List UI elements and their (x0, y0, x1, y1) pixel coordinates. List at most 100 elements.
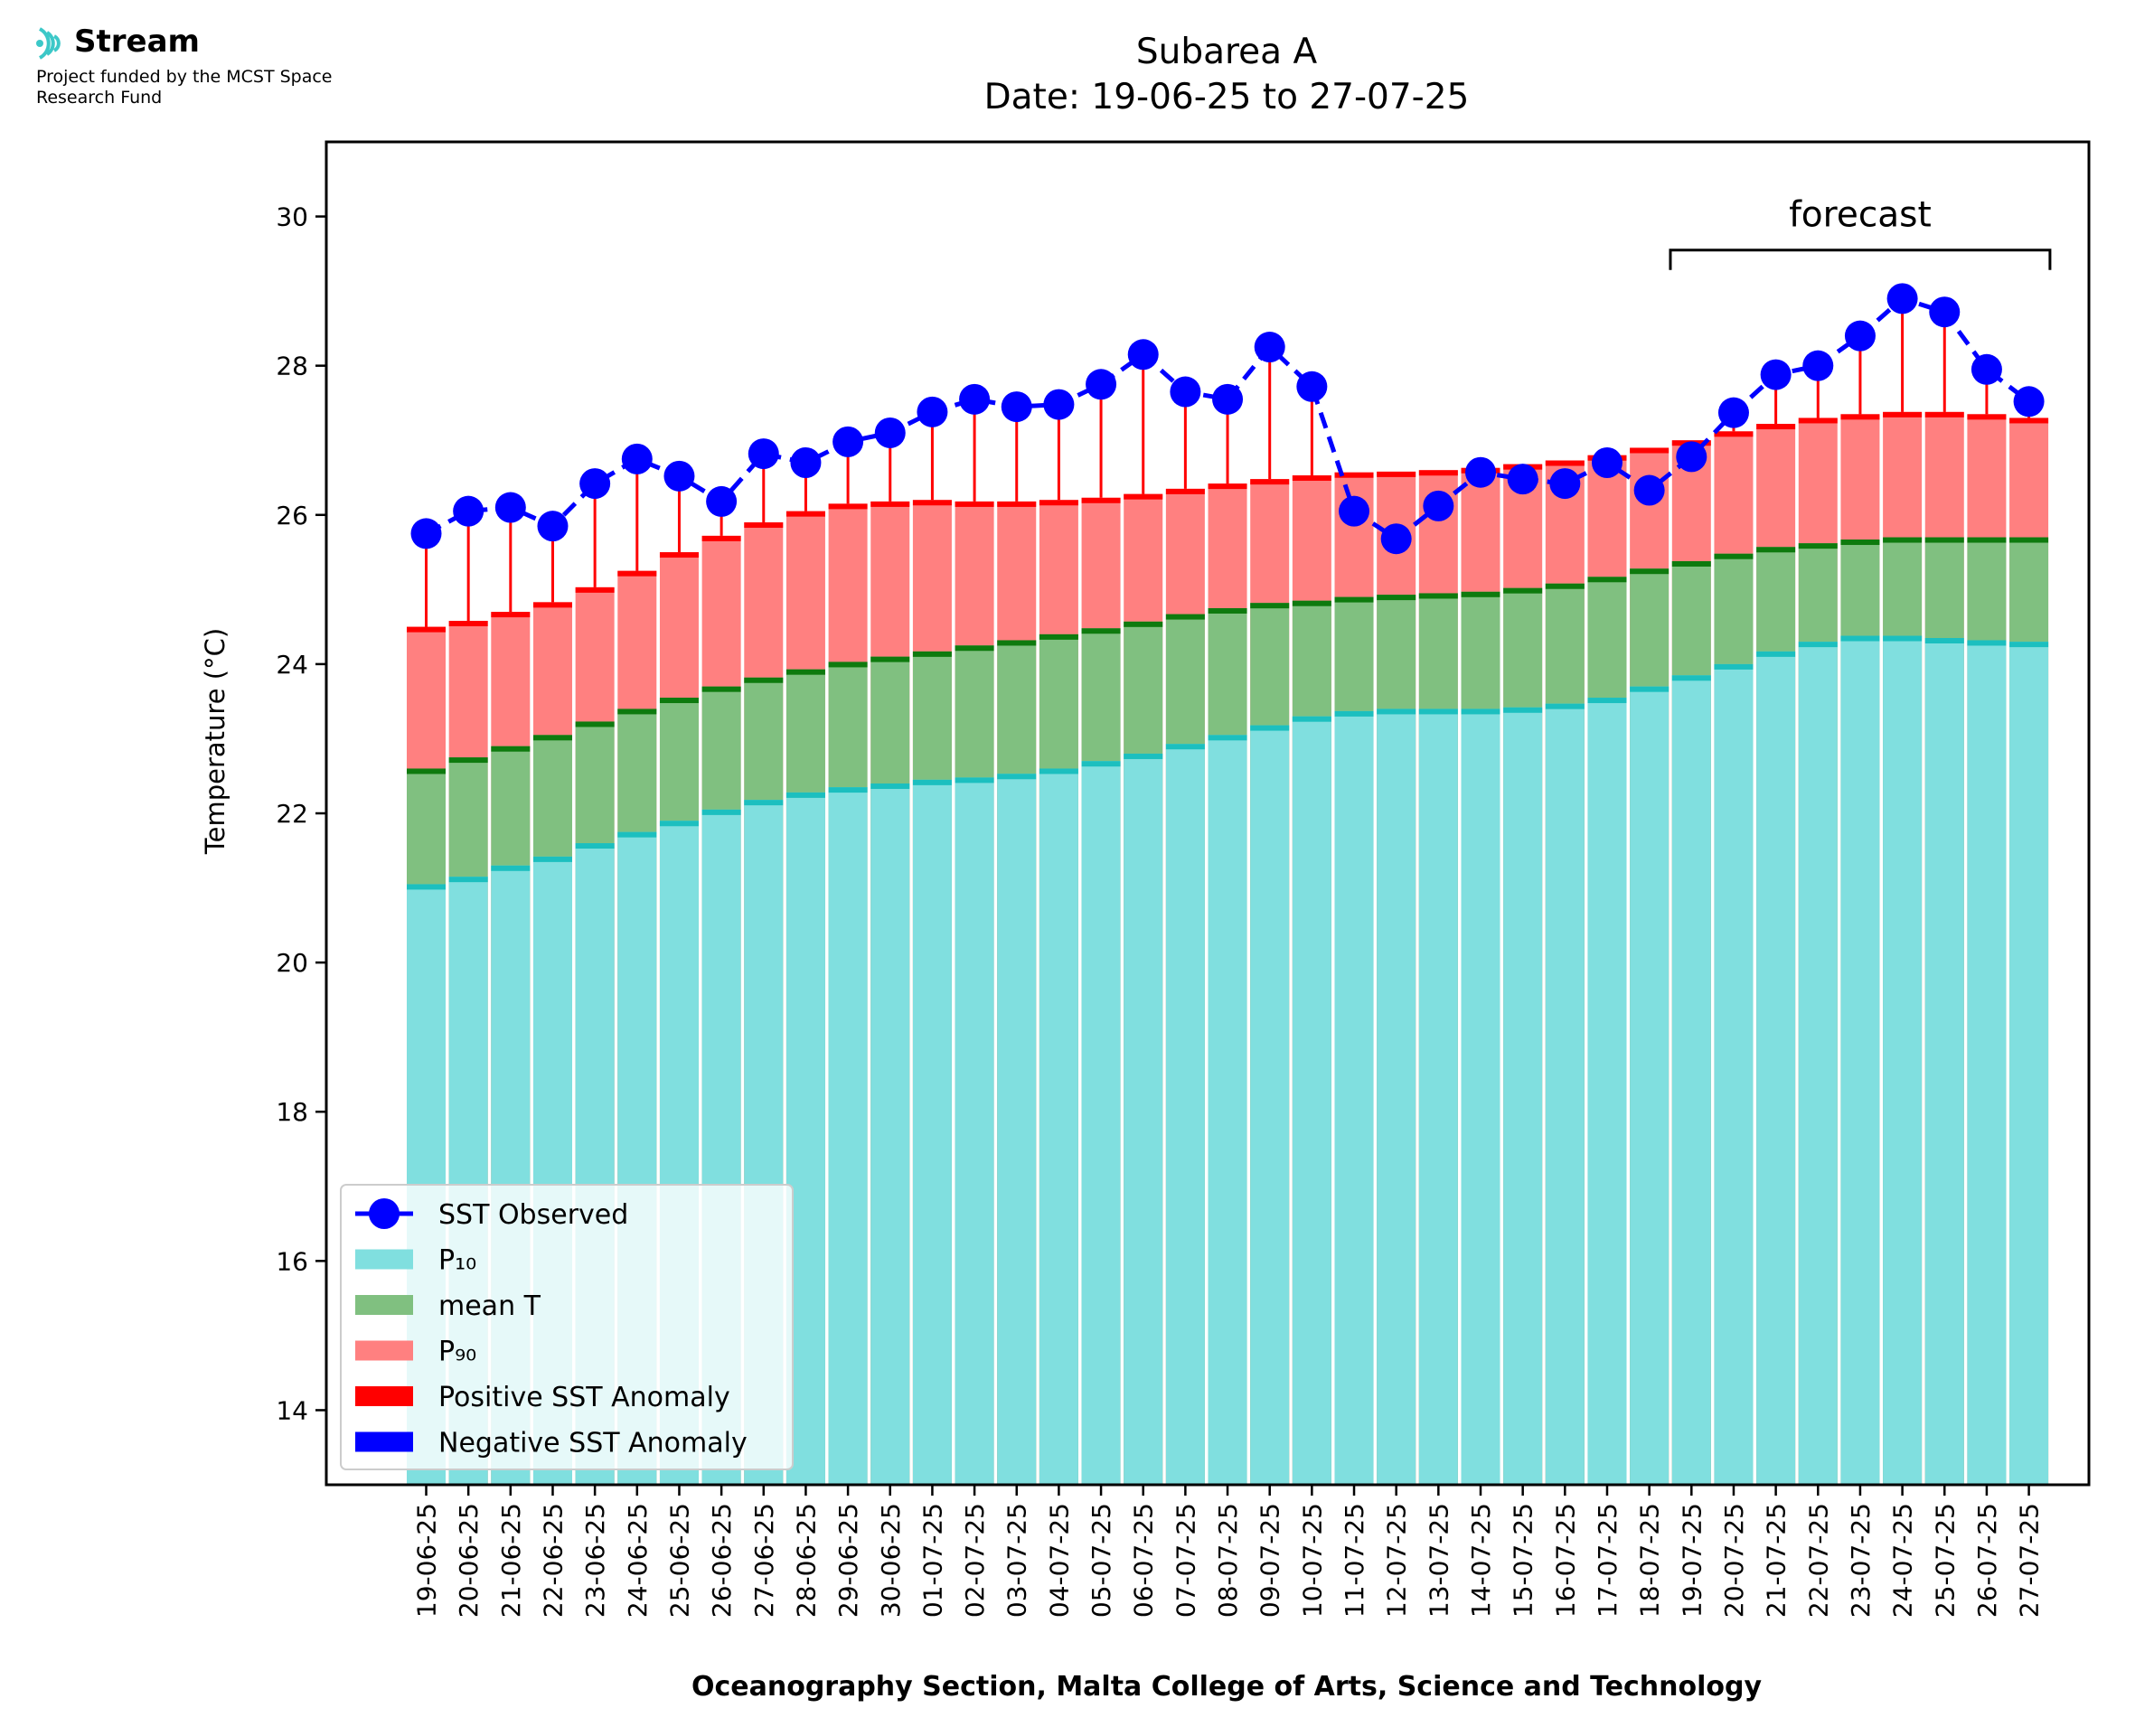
p90-bar-cap (1798, 418, 1838, 424)
p10-bar-cap (1165, 744, 1205, 750)
legend-marker-swatch (369, 1198, 400, 1229)
sst-observed-point (1633, 474, 1665, 506)
sst-observed-point (1423, 490, 1454, 521)
legend-patch-swatch (355, 1249, 413, 1270)
p10-bar (912, 779, 952, 1485)
legend-label: P₁₀ (438, 1245, 476, 1277)
y-tick-label: 14 (276, 1395, 308, 1425)
x-tick-label: 11-07-25 (1340, 1503, 1369, 1618)
mean-t-bar-cap (448, 757, 488, 764)
legend-entry: Negative SST Anomaly (355, 1428, 748, 1459)
sst-observed-point (1760, 359, 1792, 390)
mean-t-bar-cap (1671, 560, 1711, 567)
legend-box (340, 1184, 794, 1470)
p10-bar-cap (701, 809, 741, 815)
mean-t-bar-cap (1208, 607, 1247, 614)
x-tick-label: 20-07-25 (1719, 1503, 1749, 1618)
mean-t-bar-cap (955, 645, 994, 652)
p90-bar-cap (744, 522, 784, 529)
sst-observed-point (1591, 446, 1623, 478)
sst-observed-point (579, 468, 611, 500)
x-tick-label: 29-06-25 (833, 1503, 863, 1618)
mean-t-bar-cap (1124, 621, 1163, 627)
mean-t-bar-cap (491, 746, 531, 752)
mean-t-bar-cap (1377, 595, 1416, 601)
p90-bar-cap (1924, 411, 1964, 418)
sst-observed-point (832, 426, 864, 457)
sst-observed-point (453, 495, 484, 527)
x-tick-label: 25-07-25 (1930, 1503, 1960, 1618)
legend-entry: mean T (355, 1290, 541, 1322)
p90-bar-cap (2009, 418, 2049, 424)
p90-bar-cap (997, 501, 1037, 507)
y-tick-label: 16 (276, 1246, 308, 1276)
brand-name: Stream (74, 23, 200, 60)
mean-t-bar-cap (659, 698, 699, 704)
x-tick-label: 12-07-25 (1382, 1503, 1412, 1618)
mean-t-bar-cap (1924, 537, 1964, 543)
x-tick-label: 24-07-25 (1888, 1503, 1918, 1618)
x-tick-label: 15-07-25 (1509, 1503, 1538, 1618)
forecast-bracket (1669, 249, 2052, 270)
sst-observed-point (1465, 456, 1496, 488)
legend-label: P₉₀ (438, 1337, 476, 1368)
mean-t-bar-cap (1039, 633, 1078, 640)
mean-t-bar-cap (1714, 553, 1754, 559)
p10-bar (1883, 635, 1923, 1485)
sst-observed-point (1549, 468, 1581, 500)
p10-bar-cap (1208, 735, 1247, 741)
p90-bar-cap (1756, 424, 1796, 430)
p90-bar-cap (407, 626, 446, 633)
sst-observed-point (1043, 389, 1075, 420)
mean-t-bar-cap (997, 640, 1037, 646)
sst-observed-point (874, 417, 906, 448)
p10-bar (1967, 640, 2007, 1485)
y-tick-label: 28 (276, 352, 308, 381)
p10-bar-cap (1250, 725, 1290, 731)
sst-observed-point (1971, 353, 2002, 385)
mean-t-bar-cap (407, 768, 446, 774)
legend-entry: Positive SST Anomaly (355, 1382, 730, 1413)
x-tick-label: 05-07-25 (1086, 1503, 1116, 1618)
chart-subtitle: Date: 19-06-25 to 27-07-25 (984, 77, 1470, 117)
x-tick-label: 08-07-25 (1213, 1503, 1243, 1618)
chart-title: Subarea A (1136, 32, 1318, 72)
p90-bar-cap (1081, 497, 1121, 503)
forecast-annotation: forecast (1669, 195, 2052, 270)
p10-bar (1124, 753, 1163, 1485)
p90-bar-cap (617, 570, 657, 577)
sst-observed-point (621, 443, 653, 474)
x-tick-label: 21-06-25 (496, 1503, 526, 1618)
legend-label: SST Observed (438, 1199, 628, 1231)
x-axis-label: Oceanography Section, Malta College of A… (691, 1671, 1763, 1703)
sst-observed-point (1507, 464, 1538, 495)
mean-t-bar-cap (912, 651, 952, 657)
p10-bar-cap (1461, 708, 1500, 715)
p90-bar-cap (1545, 460, 1585, 466)
p90-bar-cap (1208, 483, 1247, 490)
legend-patch-swatch (355, 1431, 413, 1452)
p10-bar (828, 787, 868, 1485)
p10-bar (870, 783, 910, 1485)
p10-bar (997, 774, 1037, 1485)
y-tick-label: 22 (276, 799, 308, 829)
sst-observed-point (917, 396, 948, 427)
p10-bar (1292, 716, 1331, 1485)
mean-t-bar-cap (744, 677, 784, 683)
x-tick-label: 09-07-25 (1256, 1503, 1285, 1618)
mean-t-bar-cap (828, 662, 868, 668)
p90-bar-cap (1883, 411, 1923, 418)
legend-patch-swatch (355, 1340, 413, 1361)
mean-t-bar-cap (1250, 603, 1290, 609)
sst-observed-point (1802, 350, 1834, 381)
p10-bar-cap (1924, 637, 1964, 643)
y-tick-label: 18 (276, 1097, 308, 1127)
p90-bar-cap (1714, 431, 1754, 437)
sst-observed-point (410, 518, 442, 549)
p10-bar (955, 777, 994, 1485)
y-tick-label: 26 (276, 501, 308, 530)
p10-bar-cap (575, 843, 615, 849)
p10-bar (1587, 698, 1627, 1485)
p10-bar-cap (744, 800, 784, 806)
legend-entry: SST Observed (355, 1198, 628, 1231)
